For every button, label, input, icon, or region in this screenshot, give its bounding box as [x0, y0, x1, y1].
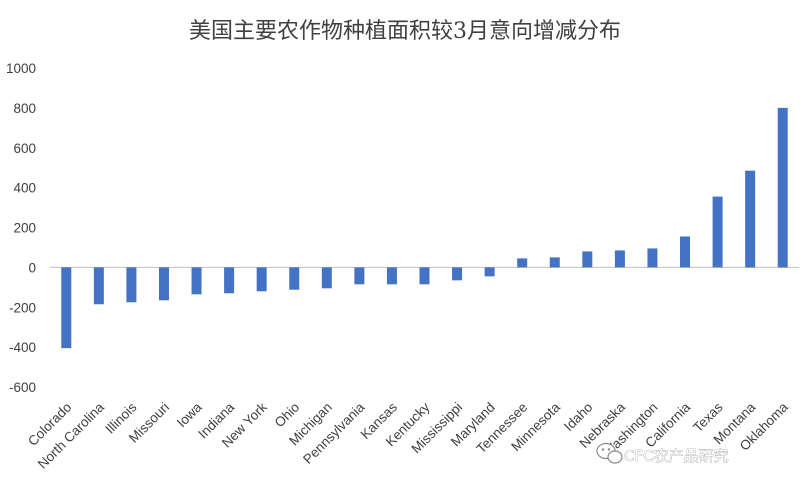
y-tick-label: 1000 [6, 61, 36, 76]
bar [386, 267, 397, 285]
bar [745, 170, 756, 268]
chart-title: 美国主要农作物种植面积较3月意向增减分布 [189, 19, 621, 44]
bar [614, 250, 625, 268]
bar-series [61, 107, 788, 349]
y-tick-label: 200 [13, 221, 36, 236]
bar [321, 267, 332, 289]
y-tick-label: -400 [9, 340, 36, 355]
bar [680, 236, 691, 268]
bar [419, 267, 430, 285]
bar [61, 267, 72, 349]
y-tick-label: 800 [13, 101, 36, 116]
bar [582, 251, 593, 268]
watermark: CFC农产品研究 [596, 442, 729, 465]
bar [191, 267, 202, 295]
bar [158, 267, 169, 301]
bar [452, 267, 463, 281]
bar [549, 257, 560, 268]
bar [93, 267, 104, 305]
y-axis: 1000 800 600 400 200 0 -200 -400 -600 [6, 61, 36, 395]
bar [712, 196, 723, 268]
y-tick-label: 0 [28, 260, 36, 275]
y-tick-label: -600 [9, 380, 36, 395]
bar [517, 258, 528, 268]
bar [484, 267, 495, 277]
bar [647, 248, 658, 268]
bar [777, 107, 788, 268]
y-tick-label: -200 [9, 300, 36, 315]
bar [224, 267, 235, 294]
y-tick-label: 600 [13, 141, 36, 156]
watermark-text: CFC农产品研究 [624, 447, 729, 465]
wechat-icon [596, 442, 623, 464]
y-tick-label: 400 [13, 181, 36, 196]
bar [354, 267, 365, 285]
bar [256, 267, 267, 292]
bar [126, 267, 137, 303]
bar [289, 267, 300, 290]
